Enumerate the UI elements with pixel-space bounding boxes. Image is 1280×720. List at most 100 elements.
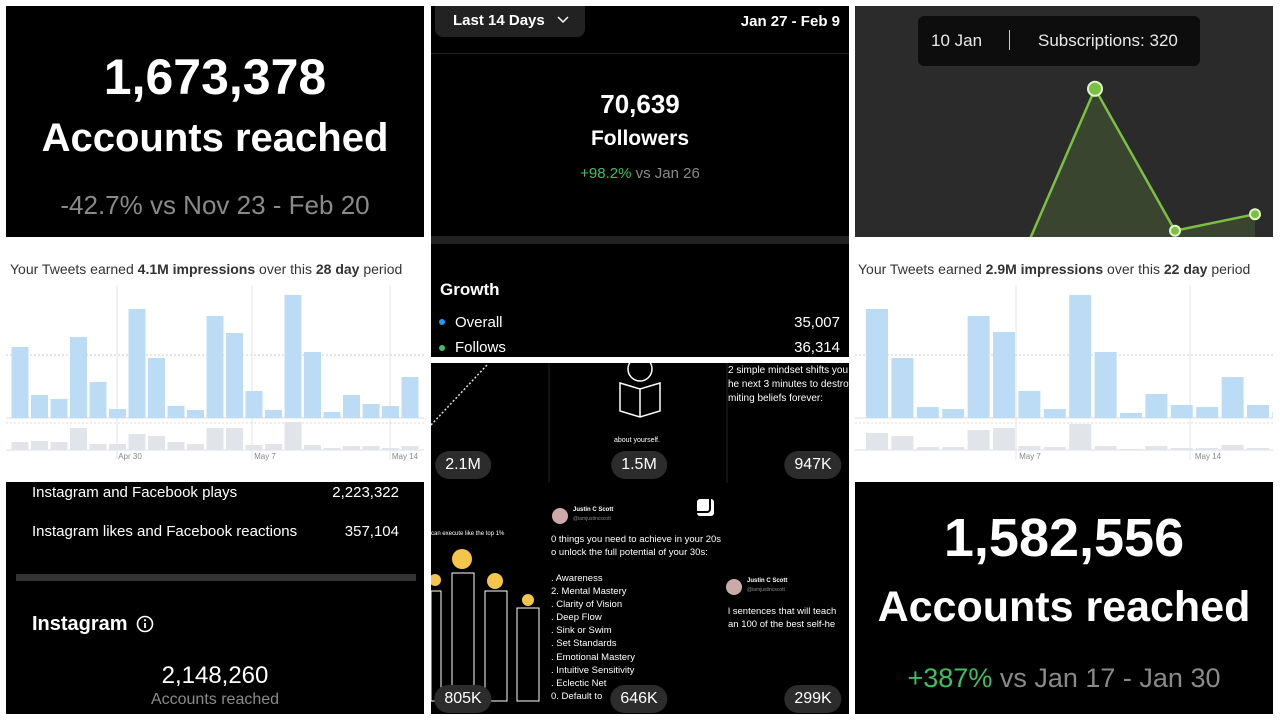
list-item: 2. Mental Mastery bbox=[551, 586, 627, 598]
view-count: 1.5M bbox=[611, 451, 667, 479]
secondary-bar bbox=[1145, 446, 1168, 450]
date-label: May 14 bbox=[1195, 452, 1222, 461]
tweet-text: 0 things you need to achieve in your 20s… bbox=[551, 533, 721, 559]
view-count: 299K bbox=[784, 685, 842, 713]
bar bbox=[1145, 394, 1168, 418]
impressions-panel: Your Tweets earned 4.1M impressions over… bbox=[6, 237, 424, 480]
line bbox=[1029, 85, 1256, 237]
view-count: 947K bbox=[784, 451, 842, 479]
thumb-text: about yourself. bbox=[614, 437, 660, 444]
subscriptions-chart bbox=[1015, 80, 1261, 237]
list-item: . Eclectic Net bbox=[551, 677, 607, 689]
bar bbox=[1170, 405, 1193, 418]
caption-text: Your Tweets earned bbox=[858, 261, 982, 277]
reach-value: 1,673,378 bbox=[103, 49, 327, 105]
point bbox=[1169, 224, 1181, 237]
view-count: 805K bbox=[434, 685, 492, 713]
posts-panel: about yourself. 2 simple mindset shifts … bbox=[431, 363, 849, 714]
bar bbox=[31, 395, 48, 418]
secondary-bar bbox=[70, 428, 87, 450]
secondary-bar bbox=[206, 428, 224, 450]
divider bbox=[431, 236, 849, 244]
impressions-caption: Your Tweets earned 2.9M impressions over… bbox=[858, 261, 1250, 277]
tweet-line: l sentences that will teach bbox=[728, 606, 837, 617]
bar bbox=[1094, 352, 1117, 418]
secondary-bar bbox=[323, 448, 341, 450]
secondary-bar bbox=[1221, 445, 1244, 450]
secondary-bar bbox=[401, 446, 419, 450]
section-reach: 2,148,260 bbox=[161, 662, 269, 689]
reach-label: Accounts reached bbox=[41, 116, 389, 160]
bar bbox=[1272, 412, 1273, 418]
range-text: Last 14 Days bbox=[453, 12, 545, 29]
caption-span: 22 day bbox=[1163, 261, 1208, 277]
list-item: . Awareness bbox=[551, 573, 603, 584]
secondary-bar bbox=[343, 446, 360, 450]
list-item: . Intuitive Sensitivity bbox=[551, 664, 635, 676]
divider bbox=[431, 53, 849, 54]
secondary-bar bbox=[942, 447, 965, 450]
list-item: . Set Standards bbox=[551, 638, 617, 650]
date-range: Jan 27 - Feb 9 bbox=[740, 13, 840, 30]
secondary-bar bbox=[1094, 446, 1117, 450]
secondary-bar bbox=[1120, 449, 1142, 450]
bar bbox=[226, 333, 243, 418]
tweet-list: . Awareness 2. Mental Mastery. Clarity of… bbox=[551, 572, 635, 703]
bar bbox=[401, 377, 419, 418]
date-label: May 7 bbox=[254, 452, 276, 461]
secondary-bar bbox=[187, 444, 204, 450]
bar bbox=[206, 316, 224, 418]
secondary-bar bbox=[993, 428, 1015, 450]
bar bbox=[109, 409, 126, 418]
secondary-bar bbox=[1069, 424, 1092, 450]
secondary-bar bbox=[362, 446, 380, 450]
secondary-bar bbox=[304, 445, 321, 450]
stat-value: 2,223,322 bbox=[332, 484, 399, 501]
tooltip-separator bbox=[1009, 30, 1010, 50]
secondary-bar bbox=[1196, 448, 1219, 450]
thumb-line: 2 simple mindset shifts you bbox=[728, 365, 849, 376]
growth-label: Overall bbox=[455, 314, 503, 331]
bar bbox=[89, 382, 107, 418]
secondary-bar bbox=[1018, 446, 1041, 450]
stat-label: Instagram and Facebook plays bbox=[32, 484, 238, 501]
impressions-chart: May 7 May 14 bbox=[855, 285, 1273, 461]
caption-amount: 4.1M impressions bbox=[137, 261, 256, 277]
secondary-bar bbox=[866, 433, 888, 450]
bar bbox=[1196, 407, 1219, 418]
bar bbox=[265, 410, 282, 418]
change-value: +98.2% bbox=[580, 165, 632, 182]
caption-span: 28 day bbox=[315, 261, 360, 277]
secondary-bar bbox=[382, 448, 399, 450]
legend-dot bbox=[439, 345, 445, 351]
tweet-line: an 100 of the best self-he bbox=[728, 619, 836, 630]
bar bbox=[967, 316, 990, 418]
bar bbox=[343, 395, 360, 418]
change-comparison: vs Jan 26 bbox=[635, 165, 700, 182]
secondary-bar bbox=[109, 444, 126, 450]
secondary-bar bbox=[50, 442, 68, 450]
bar bbox=[942, 409, 965, 418]
info-icon[interactable] bbox=[136, 615, 156, 635]
subscriptions-panel: 10 Jan Subscriptions: 320 bbox=[855, 6, 1273, 237]
legend-dot bbox=[439, 319, 445, 325]
reach-change: +387% vs Jan 17 - Jan 30 bbox=[855, 663, 1273, 694]
bar bbox=[866, 309, 888, 418]
secondary-bar bbox=[167, 442, 185, 450]
impressions-panel: Your Tweets earned 2.9M impressions over… bbox=[855, 237, 1273, 480]
chevron bbox=[557, 16, 569, 24]
reach-panel: 1,673,378 Accounts reached -42.7% vs Nov… bbox=[6, 6, 424, 237]
bar bbox=[284, 295, 302, 418]
point bbox=[1249, 208, 1261, 221]
author-handle: @iamjustincscott bbox=[747, 587, 785, 593]
caption-text: period bbox=[1211, 261, 1251, 277]
list-item: . Sink or Swim bbox=[551, 625, 612, 637]
followers-count: 70,639 bbox=[600, 89, 680, 119]
secondary-bar bbox=[284, 422, 302, 450]
range-dropdown[interactable]: Last 14 Days bbox=[435, 6, 585, 37]
bar bbox=[1120, 413, 1142, 418]
caption-text: period bbox=[363, 261, 403, 277]
secondary-bar bbox=[1272, 449, 1273, 450]
growth-title: Growth bbox=[440, 280, 500, 299]
secondary-bar bbox=[1170, 448, 1193, 450]
